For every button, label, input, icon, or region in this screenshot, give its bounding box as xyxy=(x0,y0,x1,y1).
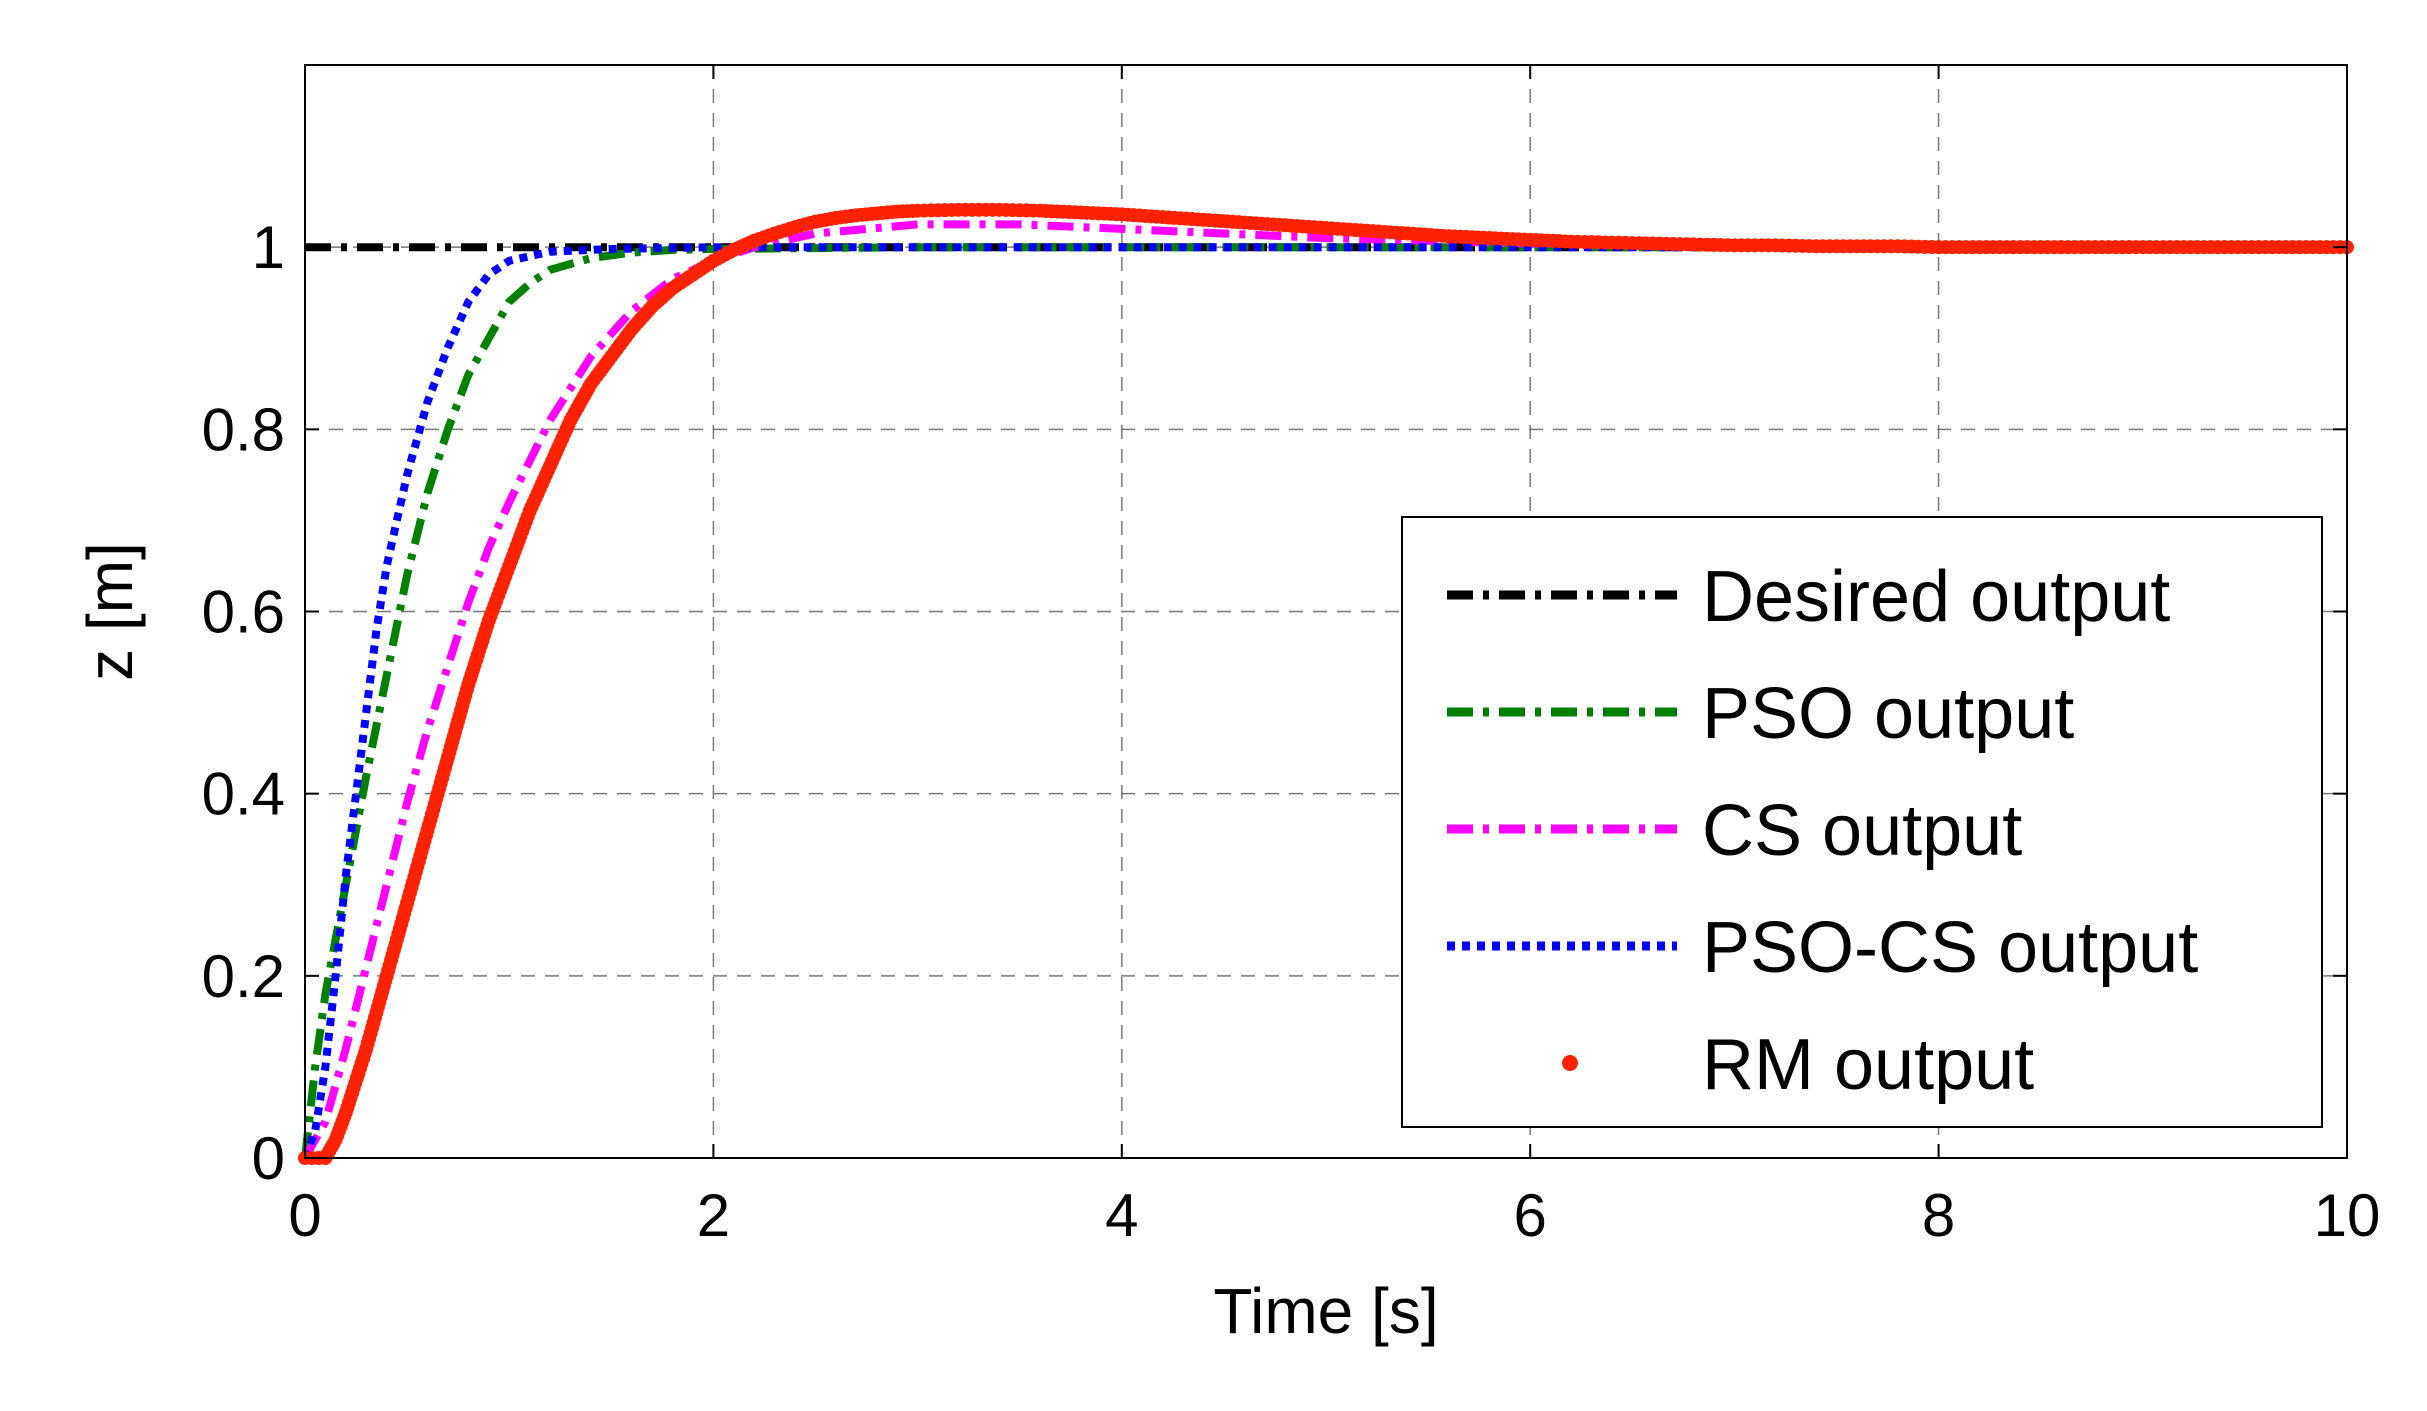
legend-item: CS output xyxy=(1447,791,2022,871)
x-tick-label: 8 xyxy=(1922,1182,1955,1249)
x-tick-label: 6 xyxy=(1514,1182,1547,1249)
series-line xyxy=(301,243,2347,1160)
legend-label: PSO output xyxy=(1702,674,2074,754)
plot-series xyxy=(298,202,2354,1165)
y-tick-label: 0.2 xyxy=(202,943,285,1010)
legend-box xyxy=(1401,516,2323,1128)
legend-item: PSO output xyxy=(1447,674,2074,754)
series-rm-output xyxy=(298,202,2354,1165)
legend-label: RM output xyxy=(1702,1025,2034,1105)
x-tick-label: 10 xyxy=(2314,1182,2381,1249)
legend: Desired output PSO output CS output PSO-CS … xyxy=(1401,516,2323,1128)
x-tick-label: 2 xyxy=(697,1182,730,1249)
y-tick-label: 0.8 xyxy=(202,396,285,463)
x-tick-label: 4 xyxy=(1105,1182,1138,1249)
y-axis-ticks: 0 0.2 0.4 0.6 0.8 1 xyxy=(202,214,2347,1192)
series-cs-output xyxy=(301,220,2347,1160)
y-tick-label: 1 xyxy=(252,214,285,281)
y-tick-label: 0.4 xyxy=(202,761,285,828)
series-pso-cs-output xyxy=(301,243,2347,1160)
legend-item: RM output xyxy=(1562,1025,2034,1105)
series-line xyxy=(301,243,2347,1159)
legend-label: PSO-CS output xyxy=(1702,908,2198,988)
series-pso-output xyxy=(301,243,2347,1159)
legend-item: Desired output xyxy=(1447,557,2170,637)
legend-marker xyxy=(1562,1055,1578,1071)
legend-label: Desired output xyxy=(1702,557,2170,637)
y-tick-label: 0 xyxy=(252,1125,285,1192)
y-tick-label: 0.6 xyxy=(202,579,285,646)
x-tick-label: 0 xyxy=(288,1182,321,1249)
x-axis-label: Time [s] xyxy=(1213,1275,1438,1347)
legend-label: CS output xyxy=(1702,791,2022,871)
legend-item: PSO-CS output xyxy=(1447,908,2198,988)
y-axis-label: z [m] xyxy=(74,542,146,681)
series-line xyxy=(301,220,2347,1160)
x-axis-ticks: 0 2 4 6 8 10 xyxy=(288,65,2380,1249)
